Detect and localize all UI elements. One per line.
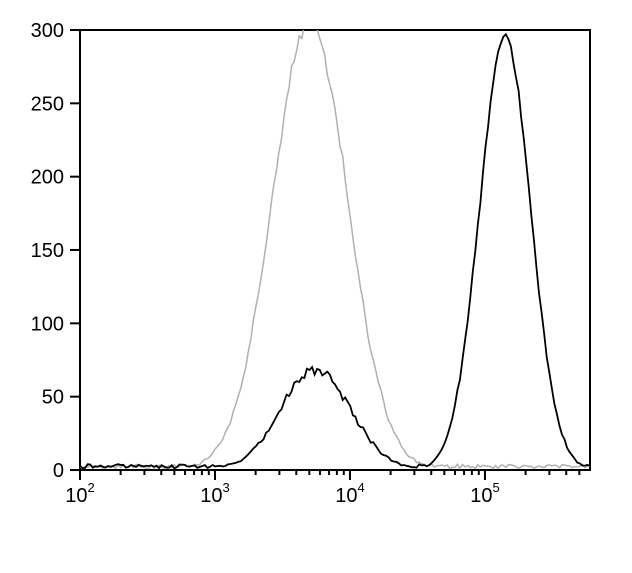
y-tick-label: 300 [31,20,64,42]
series-control [80,23,590,469]
x-tick-label: 105 [470,480,499,507]
y-tick-label: 200 [31,167,64,189]
y-tick-label: 50 [42,387,64,409]
x-tick-label: 104 [335,480,364,507]
y-tick-label: 100 [31,313,64,335]
x-tick-label: 102 [65,480,94,507]
series-sample [80,34,590,468]
x-tick-label: 103 [200,480,229,507]
chart-container: 0 50 100 150 200 250 300 102 103 104 105 [0,0,632,573]
flow-cytometry-histogram: 0 50 100 150 200 250 300 102 103 104 105 [0,0,632,573]
y-tick-label: 0 [53,460,64,482]
y-tick-label: 250 [31,93,64,115]
y-tick-label: 150 [31,240,64,262]
